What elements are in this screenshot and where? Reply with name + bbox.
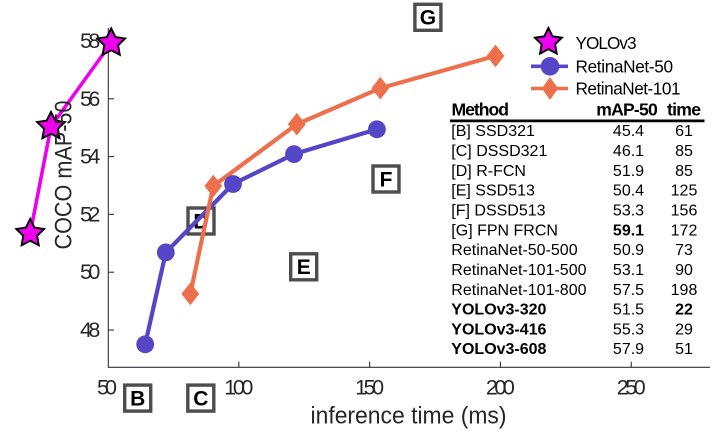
svg-text:61: 61 [675, 123, 693, 140]
svg-text:48: 48 [80, 318, 100, 342]
svg-text:200: 200 [486, 376, 515, 400]
svg-text:RetinaNet-101-800: RetinaNet-101-800 [451, 282, 586, 299]
svg-text:B: B [130, 388, 145, 411]
svg-text:C: C [193, 388, 208, 411]
svg-text:COCO mAP-50: COCO mAP-50 [51, 101, 78, 250]
svg-text:[C] DSSD321: [C] DSSD321 [451, 143, 547, 160]
svg-text:73: 73 [675, 242, 693, 259]
svg-text:RetinaNet-101-500: RetinaNet-101-500 [451, 262, 586, 279]
svg-text:time: time [667, 99, 701, 119]
svg-text:Method: Method [452, 99, 510, 119]
svg-text:53.1: 53.1 [613, 262, 644, 279]
svg-text:50.4: 50.4 [613, 183, 644, 200]
svg-text:54: 54 [80, 145, 100, 169]
svg-text:53.3: 53.3 [613, 203, 644, 220]
svg-text:51.5: 51.5 [613, 302, 644, 319]
svg-text:250: 250 [617, 376, 646, 400]
svg-text:50: 50 [80, 260, 100, 284]
svg-text:51: 51 [675, 341, 693, 358]
svg-text:inference time (ms): inference time (ms) [311, 403, 507, 430]
svg-text:RetinaNet-50: RetinaNet-50 [576, 57, 674, 77]
svg-text:57.5: 57.5 [613, 282, 644, 299]
svg-text:YOLOv3-416: YOLOv3-416 [451, 321, 546, 338]
svg-text:mAP-50: mAP-50 [596, 99, 658, 119]
svg-text:22: 22 [675, 302, 693, 319]
svg-text:85: 85 [675, 143, 693, 160]
svg-text:YOLOv3-608: YOLOv3-608 [451, 341, 546, 358]
svg-text:150: 150 [355, 376, 384, 400]
svg-text:52: 52 [80, 202, 100, 226]
svg-text:90: 90 [675, 262, 693, 279]
svg-text:G: G [420, 7, 436, 30]
svg-text:125: 125 [671, 183, 698, 200]
svg-text:RetinaNet-50-500: RetinaNet-50-500 [451, 242, 577, 259]
svg-text:[D] R-FCN: [D] R-FCN [451, 163, 526, 180]
svg-text:100: 100 [224, 376, 253, 400]
svg-text:F: F [380, 168, 393, 191]
svg-text:156: 156 [671, 203, 698, 220]
svg-text:E: E [297, 256, 311, 279]
svg-text:51.9: 51.9 [613, 163, 644, 180]
svg-text:YOLOv3: YOLOv3 [576, 33, 637, 53]
svg-text:55.3: 55.3 [613, 321, 644, 338]
svg-text:[G] FPN FRCN: [G] FPN FRCN [451, 222, 558, 239]
svg-text:RetinaNet-101: RetinaNet-101 [576, 79, 681, 99]
svg-text:29: 29 [675, 321, 693, 338]
svg-text:198: 198 [671, 282, 698, 299]
svg-text:[F] DSSD513: [F] DSSD513 [451, 203, 545, 220]
svg-text:45.4: 45.4 [613, 123, 644, 140]
svg-text:172: 172 [671, 222, 698, 239]
svg-text:[B] SSD321: [B] SSD321 [451, 123, 535, 140]
svg-text:YOLOv3-320: YOLOv3-320 [451, 302, 546, 319]
svg-text:85: 85 [675, 163, 693, 180]
svg-text:50: 50 [97, 376, 117, 400]
svg-text:59.1: 59.1 [613, 222, 644, 239]
svg-text:46.1: 46.1 [613, 143, 644, 160]
svg-text:50.9: 50.9 [613, 242, 644, 259]
svg-text:58: 58 [80, 29, 100, 53]
svg-text:57.9: 57.9 [613, 341, 644, 358]
svg-text:[E] SSD513: [E] SSD513 [451, 183, 535, 200]
svg-text:56: 56 [80, 87, 100, 111]
